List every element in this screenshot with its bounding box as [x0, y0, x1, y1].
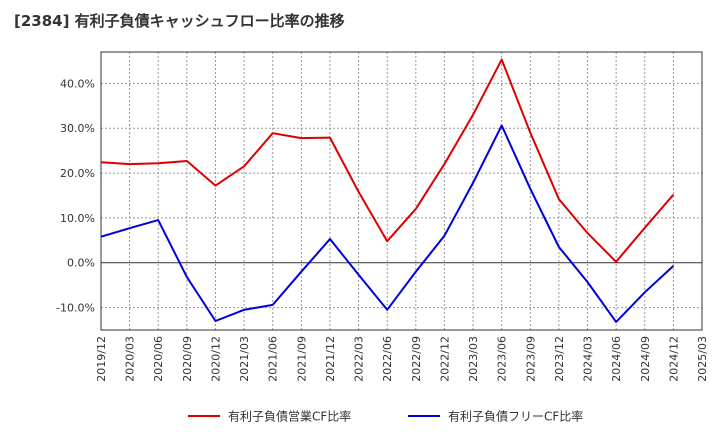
legend: 有利子負債営業CF比率 有利子負債フリーCF比率 [188, 409, 583, 424]
series-line [100, 124, 675, 323]
x-tick-label: 2023/03 [467, 336, 480, 382]
x-tick-label: 2022/03 [353, 336, 366, 382]
x-tick-label: 2023/12 [553, 336, 566, 382]
x-tick-label: 2023/09 [524, 336, 537, 382]
x-tick-label: 2020/03 [124, 336, 137, 382]
x-tick-label: 2020/06 [152, 336, 165, 382]
series-lines [100, 58, 675, 323]
y-tick-label: 0.0% [67, 257, 95, 270]
y-tick-label: 20.0% [60, 167, 95, 180]
series-line [100, 58, 675, 263]
x-tick-label: 2019/12 [95, 336, 108, 382]
x-tick-label: 2020/09 [181, 336, 194, 382]
x-tick-label: 2022/09 [410, 336, 423, 382]
x-tick-label: 2021/06 [267, 336, 280, 382]
x-tick-label: 2021/03 [238, 336, 251, 382]
x-tick-label: 2022/06 [381, 336, 394, 382]
y-tick-label: 40.0% [60, 77, 95, 90]
x-tick-label: 2021/12 [324, 336, 337, 382]
y-axis-ticks: -10.0% 0.0% 10.0% 20.0% 30.0% 40.0% [56, 77, 95, 314]
x-tick-label: 2024/03 [582, 336, 595, 382]
legend-label: 有利子負債営業CF比率 [228, 409, 351, 424]
y-tick-label: 30.0% [60, 122, 95, 135]
legend-label: 有利子負債フリーCF比率 [448, 409, 583, 424]
x-tick-label: 2024/09 [639, 336, 652, 382]
x-tick-label: 2020/12 [209, 336, 222, 382]
gridlines [101, 52, 702, 330]
x-axis-ticks: 2019/12 2020/03 2020/06 2020/09 2020/12 2021/… [95, 336, 709, 382]
x-tick-label: 2024/06 [610, 336, 623, 382]
chart-title: [2384] 有利子負債キャッシュフロー比率の推移 [14, 12, 345, 30]
x-tick-label: 2025/03 [696, 336, 709, 382]
x-tick-label: 2023/06 [496, 336, 509, 382]
x-tick-label: 2022/12 [438, 336, 451, 382]
plot-area [100, 51, 703, 331]
y-tick-label: -10.0% [56, 302, 95, 315]
x-tick-label: 2021/09 [295, 336, 308, 382]
y-tick-label: 10.0% [60, 212, 95, 225]
x-tick-label: 2024/12 [667, 336, 680, 382]
